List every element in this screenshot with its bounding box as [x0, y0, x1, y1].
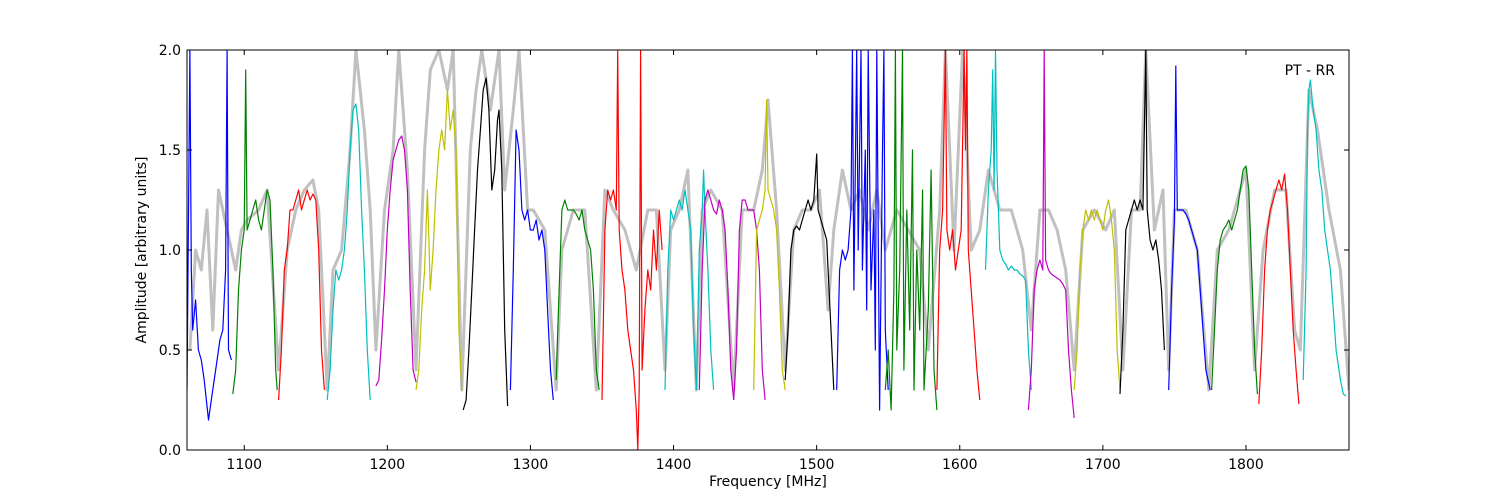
x-tick-label: 1200 — [370, 457, 406, 473]
x-tick-label: 1700 — [1085, 457, 1121, 473]
series-line-14 — [733, 199, 766, 401]
series-line-10 — [601, 50, 663, 450]
series-line-23 — [1119, 50, 1165, 395]
x-tick-label: 1100 — [226, 457, 262, 473]
y-tick-label: 0.5 — [159, 343, 181, 359]
series-line-12 — [695, 169, 715, 391]
series-line-13 — [698, 189, 735, 401]
x-axis-label: Frequency [MHz] — [709, 474, 827, 490]
y-tick-label: 1.5 — [159, 143, 181, 159]
series-line-20 — [984, 50, 1032, 391]
series-layer — [187, 50, 1349, 450]
series-line-25 — [1211, 165, 1258, 395]
y-tick-label: 2.0 — [159, 43, 181, 59]
series-line-7 — [462, 77, 509, 411]
chart-annotation: PT - RR — [1285, 63, 1336, 79]
series-line-27 — [1302, 79, 1347, 397]
ticks-layer: 1100 1200 1300 1400 1500 1600 1700 1800 0.0 0.5 1.… — [159, 43, 1349, 473]
series-line-5 — [375, 135, 417, 387]
series-line-21 — [1027, 50, 1075, 419]
series-line-24 — [1168, 65, 1211, 391]
series-line-26 — [1258, 173, 1300, 405]
series-line-18 — [884, 50, 938, 411]
series-line-11 — [664, 189, 697, 391]
y-tick-label: 0.0 — [159, 443, 181, 459]
series-line-1 — [187, 50, 232, 421]
series-line-17 — [836, 50, 889, 411]
series-line-4 — [326, 103, 371, 401]
x-tick-label: 1800 — [1228, 457, 1264, 473]
series-line-16 — [784, 153, 835, 391]
series-line-6 — [415, 89, 463, 391]
x-tick-label: 1600 — [942, 457, 978, 473]
series-line-2 — [232, 69, 278, 395]
series-line-19 — [936, 50, 981, 401]
series-line-22 — [1073, 199, 1121, 391]
x-tick-label: 1500 — [799, 457, 835, 473]
series-line-9 — [555, 199, 600, 391]
x-tick-label: 1400 — [656, 457, 692, 473]
y-tick-label: 1.0 — [159, 243, 181, 259]
y-axis-label: Amplitude [arbitrary units] — [134, 157, 150, 344]
series-line-3 — [278, 189, 325, 401]
series-line-15 — [753, 99, 786, 391]
series-line-8 — [509, 129, 554, 401]
x-tick-label: 1300 — [513, 457, 549, 473]
